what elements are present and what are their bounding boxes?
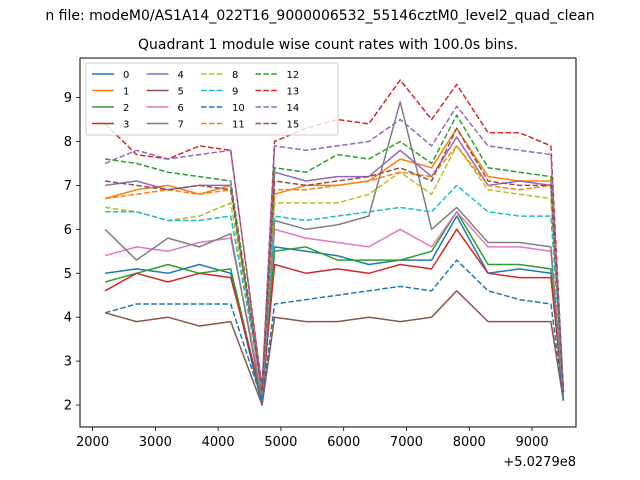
legend-label-3: 3 xyxy=(123,120,129,131)
series-line-10 xyxy=(104,259,565,402)
x-tick-label: 7000 xyxy=(390,435,423,450)
series-line-0 xyxy=(104,215,565,406)
legend-label-1: 1 xyxy=(123,87,129,98)
series-layer xyxy=(104,79,565,406)
x-tick-label: 9000 xyxy=(516,435,549,450)
legend-label-2: 2 xyxy=(123,103,129,114)
y-tick-label: 2 xyxy=(64,399,72,414)
x-tick-label: 2000 xyxy=(76,435,109,450)
x-tick-label: 5000 xyxy=(264,435,297,450)
y-tick-label: 8 xyxy=(64,135,72,150)
legend-label-11: 11 xyxy=(232,120,245,131)
series-line-2 xyxy=(104,211,565,402)
series-line-11 xyxy=(104,145,565,393)
y-tick-label: 5 xyxy=(64,267,72,282)
y-axis: 2 3 4 5 6 7 8 9 xyxy=(64,91,80,414)
y-tick-label: 7 xyxy=(64,179,72,194)
y-tick-label: 9 xyxy=(64,91,72,106)
y-tick-label: 3 xyxy=(64,355,72,370)
legend-frame xyxy=(85,62,339,136)
legend-label-15: 15 xyxy=(287,120,300,131)
x-tick-label: 4000 xyxy=(202,435,235,450)
chart-title: Quadrant 1 module wise count rates with … xyxy=(138,37,518,53)
legend-label-5: 5 xyxy=(178,87,184,98)
series-line-13 xyxy=(104,79,565,392)
legend-label-6: 6 xyxy=(178,103,184,114)
legend-label-10: 10 xyxy=(232,103,245,114)
legend-label-7: 7 xyxy=(178,120,184,131)
series-line-9 xyxy=(105,184,565,392)
legend-label-12: 12 xyxy=(287,70,300,81)
series-line-7 xyxy=(104,101,565,402)
series-line-12 xyxy=(104,114,565,392)
plot-frame xyxy=(79,57,577,428)
series-line-5 xyxy=(104,290,565,406)
legend-label-13: 13 xyxy=(287,87,300,98)
x-tick-label: 6000 xyxy=(327,435,360,450)
x-tick-label: 3000 xyxy=(139,435,172,450)
series-line-15 xyxy=(104,127,565,393)
y-tick-label: 4 xyxy=(64,311,72,326)
legend-label-0: 0 xyxy=(123,70,129,81)
series-line-8 xyxy=(104,145,565,392)
legend-label-4: 4 xyxy=(178,70,184,81)
x-axis: 2000 3000 4000 5000 6000 7000 8000 9000 xyxy=(76,427,549,450)
x-tick-label: 8000 xyxy=(453,435,486,450)
series-line-4 xyxy=(104,136,565,393)
legend-label-8: 8 xyxy=(232,70,238,81)
legend-label-14: 14 xyxy=(287,103,300,114)
series-line-14 xyxy=(104,105,565,392)
series-line-6 xyxy=(104,211,565,397)
figure-suptitle: n file: modeM0/AS1A14_022T16_9000006532_… xyxy=(45,8,594,24)
series-line-3 xyxy=(104,228,565,398)
y-tick-label: 6 xyxy=(64,223,72,238)
legend-label-9: 9 xyxy=(232,87,238,98)
x-offset-label: +5.0279e8 xyxy=(503,455,576,470)
